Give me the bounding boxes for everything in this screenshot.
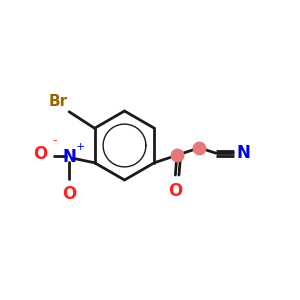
Text: O: O: [62, 185, 76, 203]
Text: +: +: [76, 142, 85, 152]
Text: -: -: [52, 134, 57, 147]
Text: Br: Br: [49, 94, 68, 109]
Text: N: N: [237, 144, 251, 162]
Text: O: O: [168, 182, 182, 200]
Text: O: O: [33, 145, 47, 163]
Text: N: N: [62, 148, 76, 166]
